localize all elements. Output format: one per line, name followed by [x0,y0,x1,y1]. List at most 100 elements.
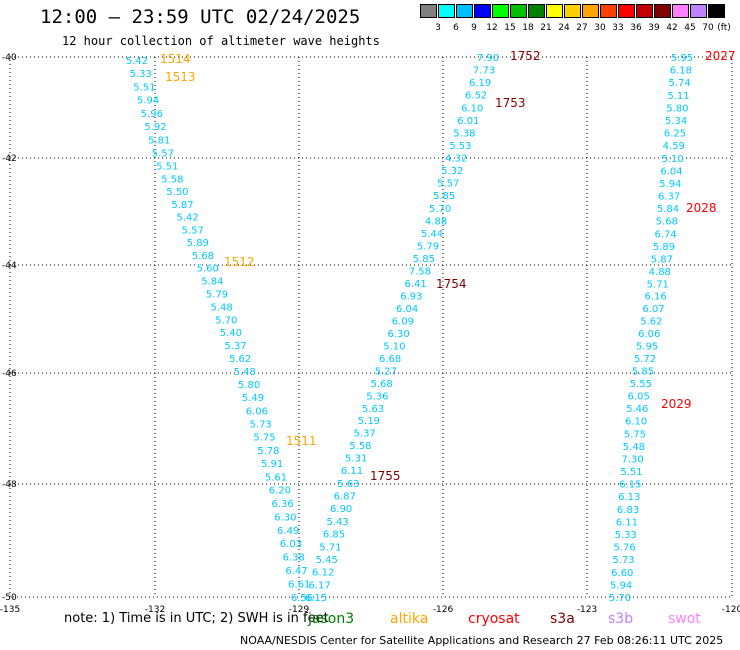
wave-height-label: 5.94 [610,580,632,591]
lat-tick-label: -44 [2,261,17,271]
wave-height-label: 6.52 [465,91,487,102]
wave-height-label: 4.88 [649,267,671,278]
wave-height-label: 5.63 [337,479,359,490]
legend-label: 42 [666,23,678,33]
time-label: 2029 [661,397,692,411]
wave-height-label: 6.17 [308,580,330,591]
wave-height-label: 5.55 [630,379,652,390]
wave-height-label: 5.11 [667,91,689,102]
legend-swatch [618,4,635,18]
wave-height-label: 6.20 [269,485,291,496]
legend-swatch [582,4,599,18]
legend-swatch [456,4,473,18]
wave-height-label: 5.94 [137,96,159,107]
wave-height-label: 6.47 [285,566,307,577]
wave-height-label: 6.10 [625,417,647,428]
wave-height-label: 5.87 [651,254,673,265]
wave-height-label: 5.73 [612,555,634,566]
legend-label: 6 [453,23,459,33]
wave-height-label: 5.75 [253,433,275,444]
legend-label: 3 [435,23,441,33]
wave-height-label: 5.58 [349,441,371,452]
wave-height-label: 5.70 [429,204,451,215]
wave-height-label: 5.51 [133,82,155,93]
wave-height-label: 5.80 [238,380,260,391]
wave-height-label: 6.07 [642,304,664,315]
legend-swatch [510,4,527,18]
wave-height-label: 6.05 [628,392,650,403]
wave-height-label: 5.42 [176,213,198,224]
wave-height-label: 5.62 [229,354,251,365]
wave-height-label: 5.27 [375,366,397,377]
wave-height-label: 5.51 [620,467,642,478]
wave-height-label: 6.61 [288,580,310,591]
wave-height-label: 5.80 [666,103,688,114]
wave-height-label: 5.73 [250,420,272,431]
wave-height-label: 5.48 [623,442,645,453]
wave-height-label: 7.73 [473,66,495,77]
legend-swatch [672,4,689,18]
wave-height-label: 6.83 [617,505,639,516]
wave-height-label: 6.01 [457,116,479,127]
wave-height-label: 5.85 [413,254,435,265]
wave-height-label: 6.90 [330,504,352,515]
wave-height-label: 5.46 [626,404,648,415]
wave-height-label: 5.95 [636,342,658,353]
wave-height-label: 6.15 [619,480,641,491]
legend-swatch [654,4,671,18]
legend-label: 27 [576,23,588,33]
legend-label: 39 [648,23,660,33]
wave-height-label: 5.75 [624,429,646,440]
wave-height-label: 6.10 [461,103,483,114]
wave-height-label: 5.89 [187,238,209,249]
wave-height-label: 5.81 [148,135,170,146]
wave-height-label: 5.68 [192,251,214,262]
wave-height-label: 5.84 [657,204,679,215]
wave-height-label: 6.16 [644,292,666,303]
legend-swatch [438,4,455,18]
wave-height-label: 5.70 [215,315,237,326]
sat-label-s3b: s3b [608,611,634,627]
wave-height-label: 6.30 [387,329,409,340]
wave-height-label: 5.31 [345,454,367,465]
wave-height-label: 7.90 [477,53,499,64]
wave-height-label: 6.38 [283,553,305,564]
wave-height-label: 5.57 [152,149,174,160]
wave-height-label: 6.93 [400,291,422,302]
wave-height-label: 5.92 [144,122,166,133]
wave-height-label: 5.87 [171,200,193,211]
wave-height-label: 5.68 [656,217,678,228]
time-label: 2028 [686,201,717,215]
wave-height-label: 6.04 [396,304,418,315]
lon-tick-label: -126 [433,605,454,615]
wave-height-label: 6.06 [638,329,660,340]
wave-height-label: 6.18 [670,66,692,77]
wave-height-label: 5.37 [354,429,376,440]
wave-height-label: 5.36 [366,391,388,402]
wave-height-label: 6.74 [654,229,676,240]
wave-height-label: 6.60 [611,568,633,579]
time-label: 1754 [436,277,467,291]
wave-height-label: 5.95 [671,53,693,64]
legend-label: 9 [471,23,477,33]
wave-height-label: 5.10 [383,341,405,352]
wave-height-label: 6.56 [291,593,313,604]
wave-height-label: 6.49 [277,526,299,537]
wave-height-label: 5.70 [609,593,631,604]
wave-height-label: 5.72 [634,354,656,365]
legend-unit: (ft) [717,23,731,33]
wave-height-label: 5.51 [156,162,178,173]
page-subtitle: 12 hour collection of altimeter wave hei… [62,34,380,48]
wave-height-label: 6.87 [334,492,356,503]
sat-label-altika: altika [390,611,429,627]
legend-label: 33 [612,23,624,33]
wave-height-label: 7.58 [409,266,431,277]
wave-height-label: 5.57 [182,225,204,236]
wave-height-label: 5.68 [371,379,393,390]
lon-tick-label: -120 [722,605,740,615]
time-label: 1512 [224,255,255,269]
footer-note: note: 1) Time is in UTC; 2) SWH is in fe… [64,611,329,626]
wave-height-label: 5.76 [613,543,635,554]
credit-line: NOAA/NESDIS Center for Satellite Applica… [240,634,724,647]
